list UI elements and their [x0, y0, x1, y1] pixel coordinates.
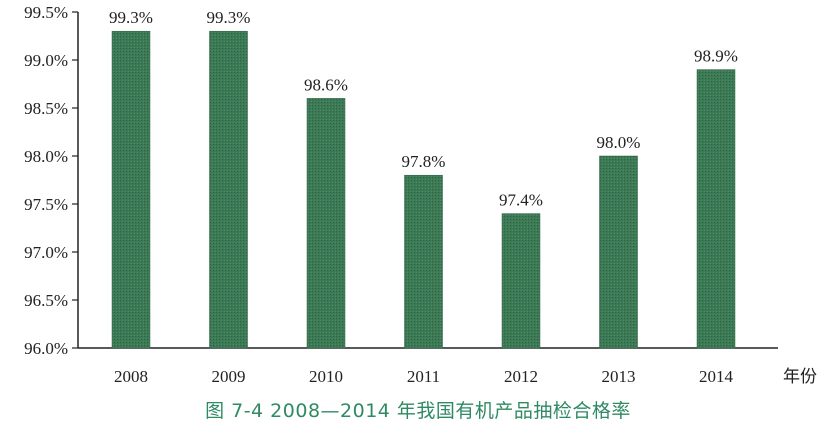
bar-chart: 96.0% 96.5% 97.0% 97.5% 98.0% 98.5% 99.0% 99.5%…: [24, 3, 817, 386]
y-tick-label: 96.5%: [24, 291, 68, 310]
figure-caption: 图 7-4 2008—2014 年我国有机产品抽检合格率: [205, 400, 631, 422]
bar-value-label: 99.3%: [207, 8, 251, 27]
y-tick-label: 98.5%: [24, 99, 68, 118]
y-tick-label: 97.0%: [24, 243, 68, 262]
y-tick-label: 97.5%: [24, 195, 68, 214]
x-tick-label: 2012: [504, 367, 538, 386]
y-tick-label: 98.0%: [24, 147, 68, 166]
bar: [696, 69, 736, 349]
y-tick-label: 99.0%: [24, 51, 68, 70]
bar: [404, 174, 443, 349]
bar-value-label: 98.9%: [694, 47, 738, 66]
bar-value-label: 97.8%: [402, 152, 446, 171]
bar: [209, 30, 248, 349]
bar-value-label: 99.3%: [109, 8, 153, 27]
x-axis-unit-label: 年份: [783, 367, 817, 386]
bar: [599, 155, 638, 349]
bar: [501, 213, 541, 349]
x-tick-label: 2008: [114, 367, 148, 386]
x-tick-label: 2010: [309, 367, 343, 386]
data-labels-group: 99.3% 99.3% 98.6% 97.8% 97.4% 98.0% 98.9%: [109, 8, 738, 209]
bar: [306, 98, 346, 349]
bar-value-label: 98.0%: [597, 133, 641, 152]
bars-group: [111, 30, 736, 349]
bar-value-label: 97.4%: [499, 191, 543, 210]
y-axis: 96.0% 96.5% 97.0% 97.5% 98.0% 98.5% 99.0% 99.5%: [24, 3, 79, 358]
x-tick-label: 2013: [602, 367, 636, 386]
x-tick-label: 2014: [699, 367, 734, 386]
bar: [111, 30, 151, 349]
x-axis: 2008 2009 2010 2011 2012 2013 2014: [78, 347, 778, 386]
bar-value-label: 98.6%: [304, 75, 348, 94]
y-tick-label: 99.5%: [24, 3, 68, 22]
y-tick-label: 96.0%: [24, 339, 68, 358]
x-tick-label: 2011: [407, 367, 440, 386]
x-tick-label: 2009: [212, 367, 246, 386]
